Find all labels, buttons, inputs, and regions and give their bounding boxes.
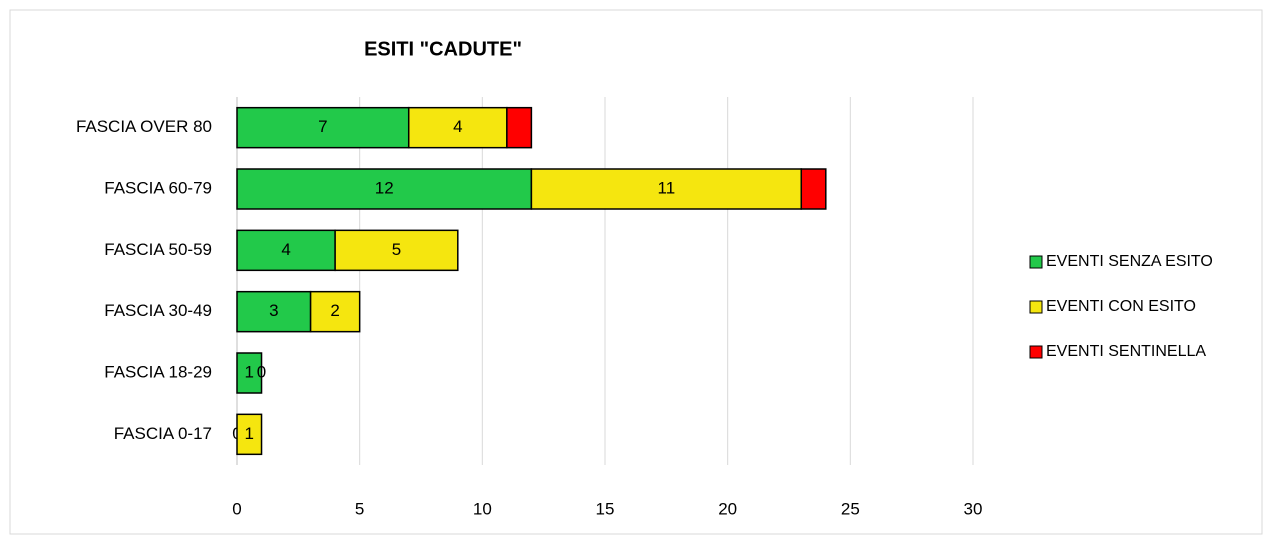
bar-segment: [334, 229, 459, 272]
data-label: 3: [269, 301, 278, 320]
data-label: 11: [658, 178, 676, 197]
bar-segment: [506, 106, 533, 149]
y-tick-label: FASCIA OVER 80: [76, 117, 212, 136]
bar-segment: [236, 290, 312, 333]
legend-label: EVENTI SENZA ESITO: [1046, 253, 1213, 270]
x-tick-label: 0: [232, 499, 241, 518]
x-tick-label: 30: [964, 499, 983, 518]
legend-label: EVENTI CON ESITO: [1046, 298, 1196, 315]
y-tick-label: FASCIA 30-49: [104, 301, 212, 320]
data-label: 0: [257, 362, 266, 381]
bar-segment: [309, 290, 361, 333]
bar-segment: [407, 106, 508, 149]
legend-swatch: [1029, 345, 1043, 359]
data-label: 1: [245, 424, 254, 443]
chart-frame: [9, 9, 1263, 535]
data-label: 5: [392, 240, 401, 259]
data-label: 4: [453, 117, 462, 136]
data-label: 7: [318, 117, 327, 136]
legend-label: EVENTI SENTINELLA: [1046, 343, 1206, 360]
data-label: 1: [245, 362, 254, 381]
y-tick-label: FASCIA 18-29: [104, 362, 212, 381]
data-label: 2: [330, 301, 339, 320]
legend-swatch: [1029, 300, 1043, 314]
x-tick-label: 5: [355, 499, 364, 518]
x-tick-label: 25: [841, 499, 860, 518]
y-tick-label: FASCIA 50-59: [104, 240, 212, 259]
bar-segment: [236, 413, 263, 456]
chart-title: ESITI "CADUTE": [364, 38, 522, 60]
bar-segment: [236, 106, 410, 149]
x-tick-label: 15: [596, 499, 615, 518]
x-tick-label: 10: [473, 499, 492, 518]
y-tick-label: FASCIA 60-79: [104, 178, 212, 197]
bar-segment: [236, 352, 263, 394]
x-tick-label: 20: [718, 499, 737, 518]
data-label: 12: [375, 178, 394, 197]
y-tick-label: FASCIA 0-17: [114, 424, 212, 443]
data-label: 4: [281, 240, 290, 259]
legend-swatch: [1029, 255, 1043, 269]
bar-segment: [800, 168, 827, 210]
